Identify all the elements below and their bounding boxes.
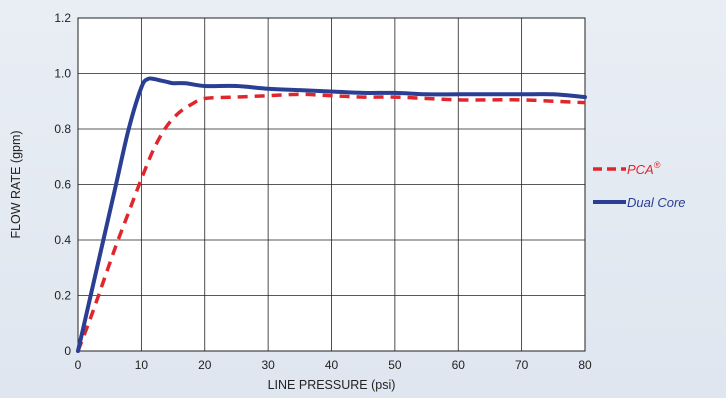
legend-label-text: Dual Core	[627, 195, 686, 210]
legend: PCA® Dual Core	[593, 160, 686, 210]
x-tick-label: 50	[388, 358, 402, 372]
y-tick-labels: 0 0.2 0.4 0.6 0.8 1.0 1.2	[54, 11, 71, 358]
grid-lines	[77, 17, 586, 352]
y-tick-label: 0	[64, 344, 71, 358]
legend-label-text: PCA	[627, 162, 654, 177]
y-tick-label: 1.2	[54, 11, 71, 25]
x-tick-labels: 0 10 20 30 40 50 60 70 80	[75, 358, 592, 372]
x-tick-label: 0	[75, 358, 82, 372]
series-line-pca	[76, 92, 586, 352]
legend-label-superscript: ®	[654, 160, 661, 170]
y-tick-label: 0.8	[54, 122, 71, 136]
y-tick-label: 0.6	[54, 178, 71, 192]
legend-label-pca: PCA®	[627, 160, 661, 177]
series-line-dual-core	[76, 76, 587, 353]
x-tick-label: 20	[198, 358, 212, 372]
y-tick-label: 0.4	[54, 233, 71, 247]
x-tick-label: 30	[261, 358, 275, 372]
x-axis-title: LINE PRESSURE (psi)	[268, 378, 396, 392]
x-tick-label: 10	[135, 358, 149, 372]
y-tick-label: 1.0	[54, 67, 71, 81]
x-tick-label: 70	[515, 358, 529, 372]
legend-label-dual-core: Dual Core	[627, 195, 686, 210]
x-tick-label: 60	[452, 358, 466, 372]
x-tick-label: 80	[578, 358, 592, 372]
x-tick-label: 40	[325, 358, 339, 372]
y-tick-label: 0.2	[54, 289, 71, 303]
series-layer	[76, 76, 587, 353]
y-axis-title: FLOW RATE (gpm)	[9, 130, 23, 238]
